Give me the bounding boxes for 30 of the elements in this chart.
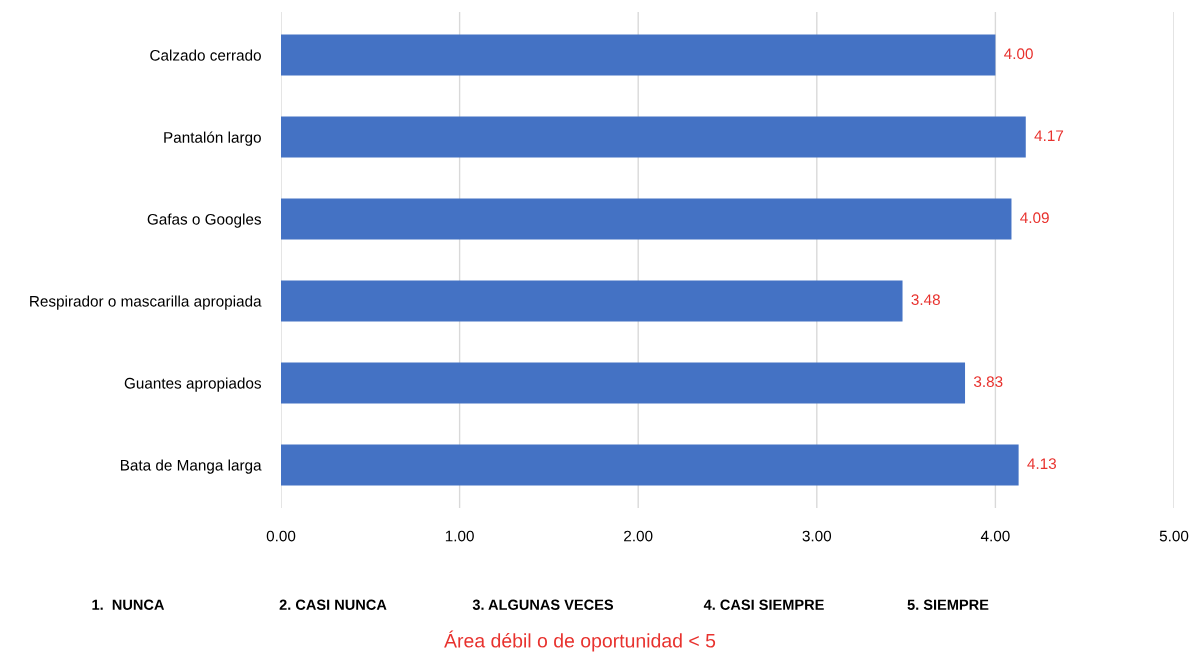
- data-label: 3.48: [911, 294, 940, 306]
- data-label: 3.83: [973, 376, 1003, 388]
- data-label: 4.09: [1020, 212, 1049, 224]
- y-tick-label: Bata de Manga larga: [120, 459, 262, 474]
- y-tick-label: Gafas o Googles: [147, 213, 262, 228]
- x-tick-label: 1.00: [445, 530, 474, 542]
- data-label: 4.13: [1027, 458, 1057, 470]
- y-tick-label: Calzado cerrado: [150, 49, 261, 61]
- y-tick-label: Pantalón largo: [164, 131, 261, 146]
- text: 2. CASI NUNCA: [279, 599, 387, 610]
- bar: [281, 362, 966, 404]
- y-tick-label: Respirador o mascarilla apropiada: [30, 295, 262, 310]
- text: 3. ALGUNAS VECES: [472, 599, 614, 610]
- bar: [281, 34, 996, 76]
- text: 5. SIEMPRE: [907, 599, 989, 610]
- bar: [281, 116, 1026, 158]
- x-tick-label: 5.00: [1159, 530, 1189, 542]
- data-label: 4.17: [1034, 130, 1064, 141]
- bar: [281, 280, 903, 322]
- x-tick-label: 4.00: [980, 530, 1010, 542]
- bar: [281, 198, 1012, 240]
- y-tick-label: Guantes apropiados: [124, 377, 262, 392]
- bar: [281, 444, 1019, 486]
- x-tick-label: 3.00: [802, 530, 832, 542]
- data-label: 4.00: [1004, 48, 1033, 60]
- text: 4. CASI SIEMPRE: [703, 599, 824, 610]
- text: Área débil o de oportunidad < 5: [444, 630, 716, 652]
- text: 1. NUNCA: [92, 599, 165, 610]
- x-tick-label: 0.00: [266, 530, 296, 542]
- x-tick-label: 2.00: [624, 530, 653, 542]
